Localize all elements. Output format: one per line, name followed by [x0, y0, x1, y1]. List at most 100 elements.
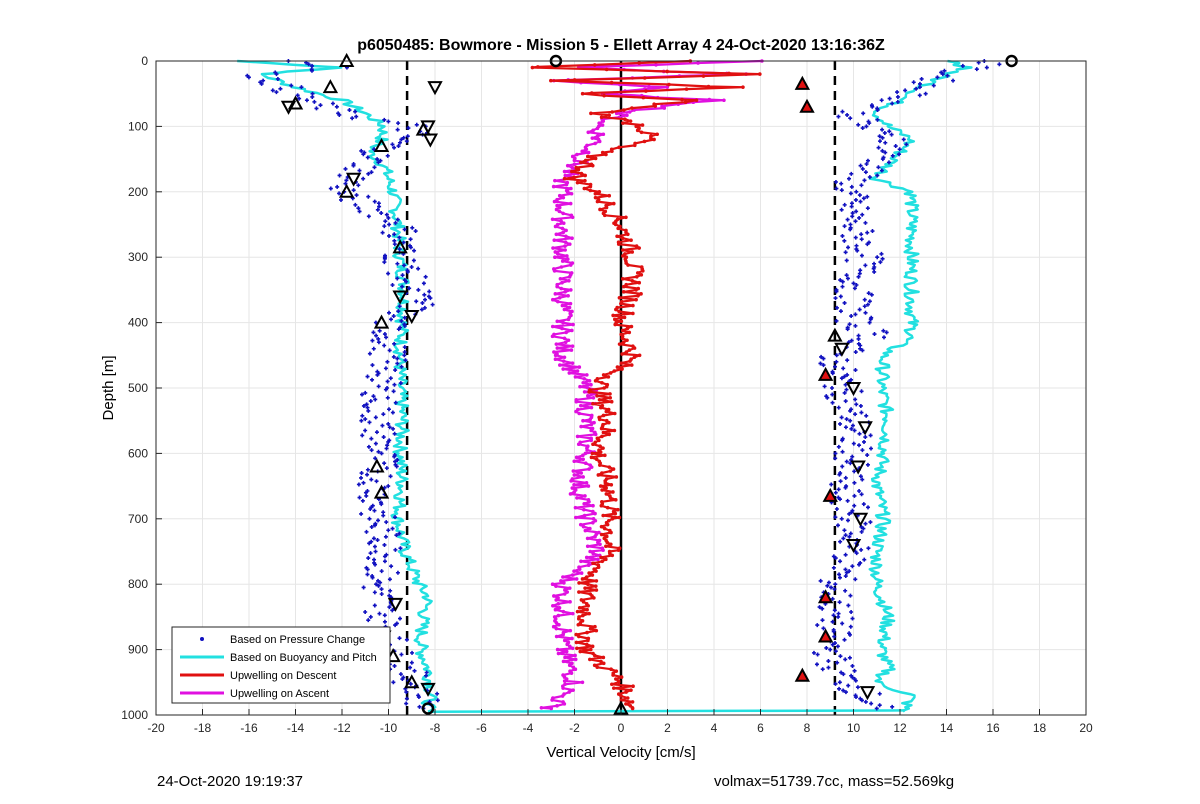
- pressure-change-point: [860, 126, 865, 131]
- upwelling-descent-line-point: [694, 98, 699, 103]
- pressure-change-point: [414, 299, 419, 304]
- upwelling-ascent-line-point: [568, 301, 573, 306]
- pressure-change-point: [278, 86, 283, 91]
- upwelling-descent-line-point: [605, 505, 610, 510]
- pressure-change-point: [863, 310, 868, 315]
- pressure-change-point: [382, 461, 387, 466]
- upwelling-ascent-line-point: [566, 317, 571, 322]
- pressure-change-point: [851, 281, 856, 286]
- upwelling-ascent-line-point: [567, 644, 572, 649]
- upwelling-descent-line-point: [595, 665, 600, 670]
- upwelling-descent-line-point: [617, 295, 622, 300]
- pressure-change-point: [361, 403, 366, 408]
- upwelling-descent-line-point: [601, 413, 606, 418]
- pressure-change-point: [839, 415, 844, 420]
- upwelling-descent-line-point: [593, 156, 598, 161]
- pressure-change-point: [359, 471, 364, 476]
- triangle-down-marker: [387, 597, 404, 612]
- upwelling-descent-line-point: [622, 108, 626, 112]
- upwelling-ascent-line-point: [562, 581, 566, 585]
- pressure-change-point: [366, 171, 371, 176]
- pressure-change-point: [392, 232, 397, 237]
- pressure-change-point: [382, 260, 387, 265]
- pressure-change-point: [422, 292, 427, 297]
- pressure-change-point: [821, 626, 826, 631]
- pressure-change-point: [364, 529, 369, 534]
- pressure-change-point: [835, 660, 840, 665]
- upwelling-descent-line-point: [611, 686, 616, 690]
- upwelling-ascent-line-point: [562, 307, 567, 312]
- pressure-change-point: [880, 256, 885, 261]
- pressure-change-point: [339, 197, 344, 202]
- upwelling-descent-line-point: [610, 149, 614, 154]
- upwelling-descent-line-point: [599, 503, 604, 508]
- pressure-change-point: [877, 139, 882, 144]
- pressure-change-point: [410, 650, 415, 655]
- pressure-change-point: [386, 407, 391, 412]
- upwelling-descent-line-point: [642, 139, 647, 144]
- pressure-change-point: [395, 570, 400, 575]
- triangle-up-marker: [373, 314, 390, 329]
- pressure-change-point: [861, 439, 866, 444]
- pressure-change-point: [375, 207, 380, 212]
- upwelling-ascent-line-point: [574, 455, 579, 460]
- upwelling-descent-line-point: [589, 111, 593, 116]
- red-triangle-marker: [799, 98, 815, 113]
- pressure-change-point: [367, 541, 372, 546]
- pressure-change-point: [392, 454, 397, 459]
- upwelling-descent-line-point: [600, 488, 604, 492]
- pressure-change-point: [423, 297, 428, 302]
- upwelling-ascent-line-point: [552, 269, 557, 273]
- pressure-change-point: [829, 585, 834, 590]
- x-tick-label: -18: [194, 721, 212, 735]
- upwelling-descent-line-point: [624, 350, 629, 354]
- upwelling-ascent-line-point: [565, 163, 570, 168]
- pressure-change-point: [843, 657, 848, 662]
- pressure-change-point: [387, 425, 392, 430]
- upwelling-descent-line-point: [642, 76, 647, 80]
- pressure-change-point: [397, 304, 402, 309]
- upwelling-ascent-line-point: [549, 706, 554, 711]
- pressure-change-point: [854, 209, 859, 214]
- pressure-change-point: [859, 389, 864, 394]
- upwelling-descent-line-point: [632, 143, 637, 148]
- x-axis-label: Vertical Velocity [cm/s]: [546, 744, 695, 761]
- pressure-change-point: [328, 186, 333, 191]
- upwelling-ascent-line-point: [555, 346, 560, 350]
- upwelling-ascent-line-point: [561, 367, 565, 371]
- pressure-change-point: [314, 106, 319, 111]
- upwelling-descent-line-point: [578, 649, 583, 654]
- upwelling-descent-line-point: [614, 669, 619, 673]
- upwelling-descent-line-point: [595, 199, 600, 204]
- pressure-change-point: [844, 570, 849, 575]
- pressure-change-point: [371, 346, 376, 351]
- upwelling-ascent-line-point: [572, 490, 577, 494]
- pressure-change-point: [882, 130, 887, 135]
- upwelling-ascent-line-point: [551, 603, 555, 608]
- pressure-change-point: [840, 284, 845, 289]
- upwelling-ascent-line-point: [581, 418, 585, 423]
- upwelling-descent-line-point: [639, 292, 643, 296]
- upwelling-ascent-line-point: [585, 544, 590, 549]
- upwelling-ascent-line-point: [568, 492, 573, 496]
- pressure-change-point: [865, 158, 870, 163]
- pressure-change-point: [402, 315, 407, 320]
- pressure-change-point: [304, 98, 309, 103]
- pressure-change-point: [367, 420, 372, 425]
- upwelling-ascent-line-point: [581, 457, 585, 462]
- pressure-change-point: [840, 449, 845, 454]
- upwelling-descent-line-point: [588, 626, 593, 631]
- pressure-change-point: [890, 704, 895, 709]
- upwelling-ascent-line-point: [591, 551, 596, 556]
- pressure-change-point: [940, 72, 945, 77]
- pressure-change-point: [847, 632, 852, 637]
- upwelling-descent-line-point: [630, 106, 634, 110]
- upwelling-descent-line-point: [601, 373, 606, 377]
- upwelling-descent-line-point: [579, 171, 584, 176]
- pressure-change-point: [843, 399, 848, 404]
- pressure-change-point: [834, 318, 839, 323]
- pressure-change-point: [361, 176, 366, 181]
- pressure-change-point: [833, 490, 838, 495]
- upwelling-ascent-line-point: [572, 569, 576, 573]
- pressure-change-point: [393, 515, 398, 520]
